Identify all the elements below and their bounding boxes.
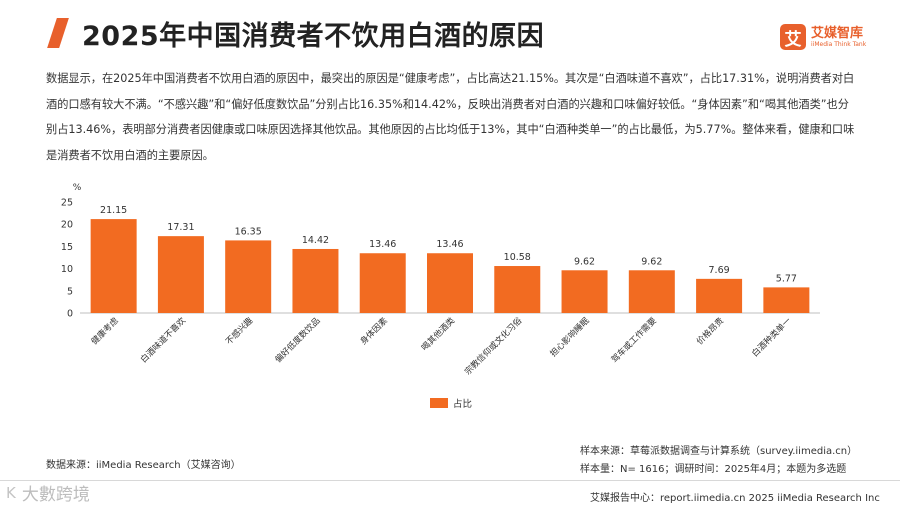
legend: 占比 <box>430 398 472 410</box>
bar-value-label: 16.35 <box>235 226 262 237</box>
y-tick-label: 10 <box>61 264 73 275</box>
watermark: K 大數跨境 <box>6 480 90 506</box>
y-tick-label: 20 <box>61 220 73 231</box>
bar <box>494 266 541 313</box>
page-title: 2025年中国消费者不饮用白酒的原因 <box>82 21 545 52</box>
logo-icon: 艾 <box>780 24 806 50</box>
data-source: 数据来源：iiMedia Research（艾媒咨询） <box>46 460 241 471</box>
logo-cn-text: 艾媒智库 <box>811 25 864 41</box>
bar <box>225 240 272 313</box>
x-tick-label: 白酒味道不喜欢 <box>138 315 188 365</box>
logo-en-text: iiMedia Think Tank <box>811 40 867 48</box>
bars-group <box>90 219 810 313</box>
bar-value-label: 10.58 <box>504 252 531 263</box>
x-tick-label: 担心影响睡眠 <box>548 315 592 359</box>
value-labels-group: 21.15 17.31 16.35 14.42 13.46 13.46 10.58 9.62 9… <box>100 205 797 284</box>
y-tick-label: 0 <box>67 309 73 320</box>
bar-value-label: 13.46 <box>436 239 463 250</box>
x-axis-labels-group: 健康考虑 白酒味道不喜欢 不感兴趣 偏好低度数饮品 身体因素 喝其他酒类 宗教信仰或文化习俗… <box>89 315 794 377</box>
bar-value-label: 21.15 <box>100 205 127 216</box>
watermark-icon: K <box>6 483 16 502</box>
bar-value-label: 9.62 <box>641 256 662 267</box>
title-accent-bar <box>47 18 69 48</box>
watermark-text: 大數跨境 <box>21 485 90 505</box>
bar <box>696 278 743 313</box>
sample-info: 样本量：N= 1616；调研时间：2025年4月；本题为多选题 <box>580 464 847 475</box>
bar-value-label: 5.77 <box>776 273 797 284</box>
x-tick-label: 白酒种类单一 <box>750 315 794 359</box>
x-tick-label: 健康考虑 <box>89 315 121 347</box>
y-tick-label: 15 <box>61 242 73 253</box>
bar-value-label: 13.46 <box>369 239 396 250</box>
bar-value-label: 9.62 <box>574 256 595 267</box>
sample-source: 样本来源：草莓派数据调查与计算系统（survey.iimedia.cn） <box>580 446 858 457</box>
x-tick-label: 宗教信仰或文化习俗 <box>463 315 525 377</box>
bar-value-label: 14.42 <box>302 235 329 246</box>
x-tick-label: 身体因素 <box>358 315 390 347</box>
legend-label: 占比 <box>453 398 472 410</box>
page-header: 2025年中国消费者不饮用白酒的原因 艾 艾媒智库 iiMedia Think … <box>0 0 900 62</box>
x-tick-label: 喝其他酒类 <box>419 315 457 353</box>
x-tick-label: 不感兴趣 <box>223 315 255 347</box>
brand-logo: 艾 艾媒智库 iiMedia Think Tank <box>780 22 866 52</box>
bar-value-label: 7.69 <box>709 265 730 276</box>
bar-chart: % 0 5 10 15 20 25 21.15 17.31 16.35 14.42 13.46 13… <box>61 183 820 410</box>
bar <box>90 219 137 313</box>
bar <box>628 270 675 313</box>
bar <box>157 236 204 313</box>
x-tick-label: 驾车或工作需要 <box>609 315 659 365</box>
x-tick-label: 价格昂贵 <box>694 315 726 347</box>
description-paragraph: 数据显示，在2025年中国消费者不饮用白酒的原因中，最突出的原因是“健康考虑”，… <box>46 72 855 162</box>
x-tick-label: 偏好低度数饮品 <box>273 315 323 365</box>
y-tick-label: 25 <box>61 198 73 209</box>
y-axis-unit: % <box>73 183 82 193</box>
y-tick-label: 5 <box>67 286 73 297</box>
footer-divider <box>0 480 900 481</box>
bar <box>427 253 473 313</box>
bar <box>292 248 339 313</box>
footer-text: 艾媒报告中心：report.iimedia.cn 2025 iiMedia Re… <box>590 493 880 504</box>
bar <box>561 270 608 313</box>
bar <box>763 287 810 313</box>
logo-text: 艾媒智库 iiMedia Think Tank <box>811 27 866 48</box>
legend-swatch <box>430 398 448 408</box>
bar-value-label: 17.31 <box>167 222 194 233</box>
bar <box>359 253 406 313</box>
